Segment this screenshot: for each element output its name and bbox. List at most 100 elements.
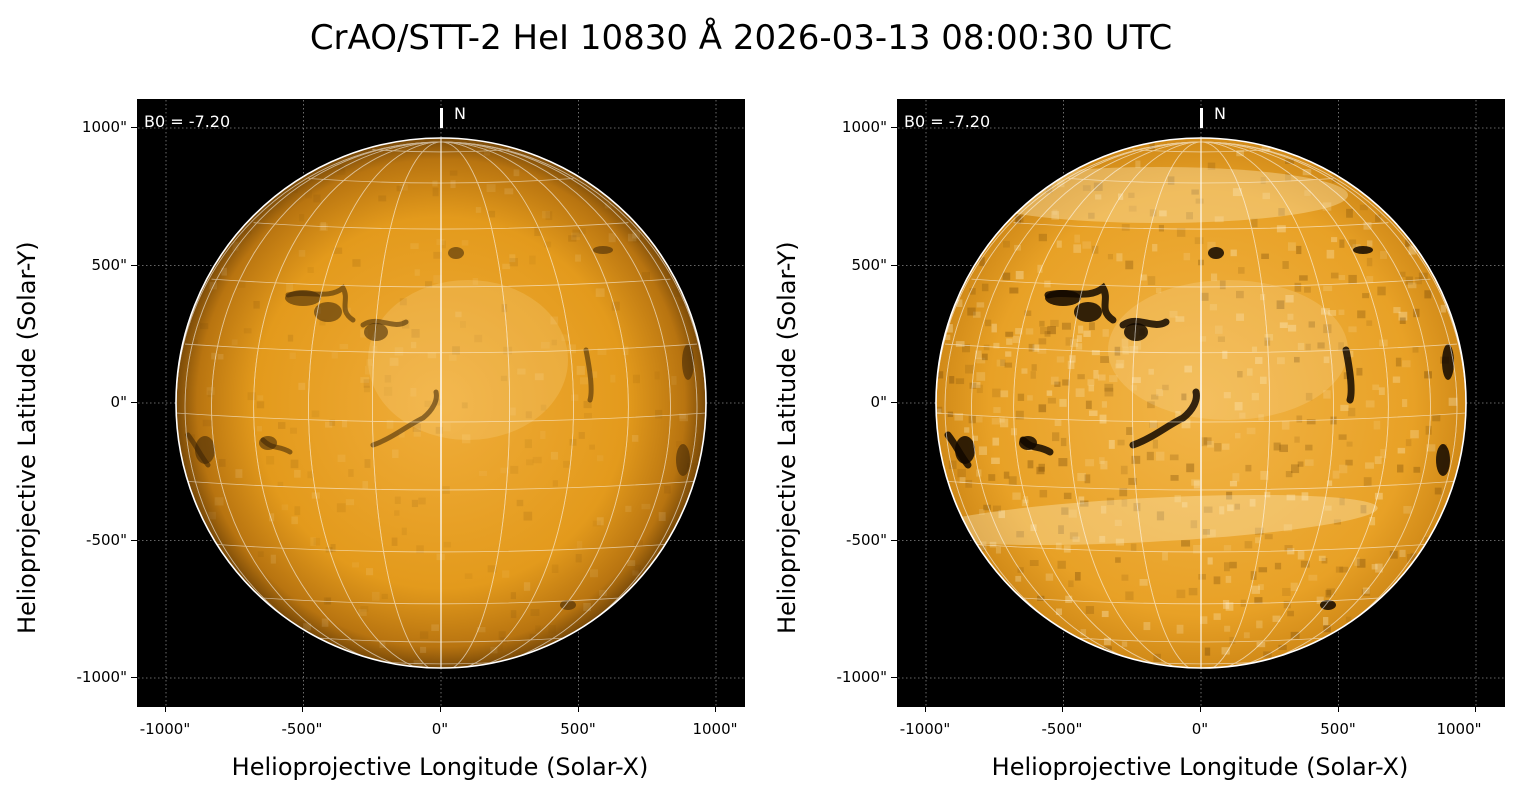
disk-texture: [339, 343, 349, 350]
disk-texture: [1070, 338, 1079, 347]
right-xtick-0: 0": [1191, 720, 1209, 738]
disk-texture: [1372, 384, 1380, 391]
disk-texture: [1290, 631, 1300, 639]
disk-texture: [597, 348, 607, 355]
right-y-axis-label: Helioprojective Latitude (Solar-Y): [773, 241, 801, 634]
right-xtickmark: [1338, 706, 1339, 712]
disk-texture: [1356, 367, 1363, 376]
disk-texture: [1176, 228, 1186, 237]
dark-region: [364, 323, 388, 341]
disk-texture: [516, 499, 524, 507]
disk-texture: [1085, 606, 1095, 614]
disk-texture: [413, 428, 421, 437]
disk-texture: [1389, 550, 1398, 559]
disk-texture: [1203, 437, 1212, 445]
disk-texture: [307, 471, 314, 479]
disk-texture: [497, 642, 503, 651]
disk-texture: [1326, 480, 1333, 486]
disk-texture: [1122, 346, 1129, 355]
disk-texture: [1413, 308, 1420, 318]
disk-texture: [449, 170, 458, 176]
disk-texture: [1236, 149, 1244, 157]
disk-texture: [364, 459, 371, 468]
right-xtick-500: 500": [1320, 720, 1356, 738]
disk-texture: [486, 184, 496, 193]
disk-texture: [524, 439, 532, 449]
disk-texture: [1371, 564, 1378, 570]
disk-texture: [478, 470, 488, 477]
disk-texture: [993, 342, 1000, 349]
bright-band: [936, 494, 1378, 546]
disk-texture: [679, 414, 688, 422]
disk-texture: [1260, 470, 1269, 480]
disk-texture: [483, 147, 491, 156]
figure-title: CrAO/STT-2 HeI 10830 Å 2026-03-13 08:00:…: [309, 18, 1173, 58]
disk-texture: [955, 378, 965, 385]
left-ytick-1000: 1000": [81, 118, 127, 136]
disk-texture: [1003, 471, 1010, 479]
disk-texture: [433, 275, 442, 283]
disk-texture: [1412, 347, 1419, 353]
disk-texture: [1176, 624, 1184, 634]
disk-texture: [1000, 418, 1009, 428]
disk-texture: [1170, 474, 1179, 481]
disk-texture: [1135, 160, 1141, 169]
disk-texture: [1207, 529, 1216, 537]
disk-texture: [1308, 321, 1315, 328]
right-north-marker: [1200, 108, 1203, 128]
disk-texture: [1432, 414, 1441, 422]
filament: [1342, 346, 1355, 404]
disk-texture: [1239, 412, 1246, 419]
disk-texture: [999, 417, 1005, 423]
disk-texture: [1317, 342, 1325, 349]
disk-texture: [1085, 459, 1095, 467]
disk-texture: [510, 610, 517, 619]
disk-texture: [1063, 492, 1072, 500]
disk-texture: [1132, 377, 1141, 383]
disk-texture: [1219, 280, 1226, 290]
disk-texture: [523, 582, 531, 591]
dark-region: [593, 246, 613, 254]
disk-texture: [1330, 272, 1339, 279]
disk-texture: [1304, 459, 1314, 466]
disk-texture: [590, 371, 598, 378]
right-ytick-m500: -500": [846, 531, 887, 549]
disk-texture: [510, 465, 519, 474]
disk-texture: [627, 233, 637, 242]
disk-texture: [1152, 243, 1158, 252]
disk-texture: [1204, 647, 1211, 656]
disk-texture: [1169, 454, 1179, 461]
disk-texture: [461, 240, 469, 246]
disk-texture: [1362, 293, 1369, 299]
disk-texture: [1338, 309, 1345, 315]
disk-texture: [1199, 336, 1207, 342]
right-xtickmark: [925, 706, 926, 712]
disk-texture: [1068, 580, 1074, 588]
disk-texture: [1331, 237, 1338, 243]
disk-texture: [610, 374, 616, 383]
disk-texture: [411, 329, 420, 338]
right-xtickmark: [1062, 706, 1063, 712]
disk-texture: [1323, 285, 1333, 292]
disk-texture: [1057, 560, 1066, 569]
disk-texture: [1366, 240, 1373, 247]
disk-texture: [435, 398, 442, 406]
disk-texture: [1030, 371, 1036, 379]
disk-texture: [1294, 282, 1302, 292]
disk-texture: [634, 564, 641, 573]
disk-texture: [1232, 188, 1242, 197]
disk-texture: [1366, 257, 1373, 267]
disk-texture: [1281, 421, 1290, 430]
disk-texture: [371, 345, 378, 353]
disk-texture: [1296, 415, 1303, 423]
disk-texture: [291, 185, 298, 194]
disk-texture: [1282, 587, 1291, 597]
disk-texture: [1247, 368, 1253, 376]
disk-texture: [1348, 326, 1357, 333]
dark-region: [1442, 344, 1454, 380]
disk-texture: [432, 180, 438, 187]
disk-texture: [461, 434, 471, 444]
disk-texture: [1117, 439, 1125, 446]
disk-texture: [664, 485, 671, 494]
